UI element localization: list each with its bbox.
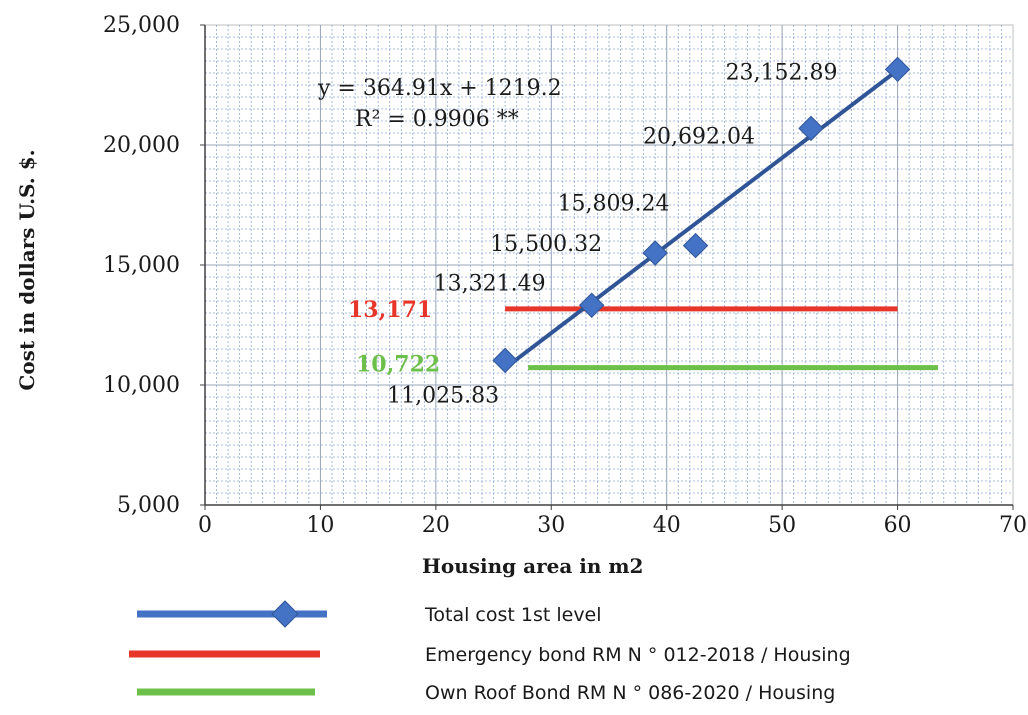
data-labels: 13,171 10,722 11,025.83 13,321.49 15,500.32 1… [348,60,838,408]
data-label: 15,500.32 [490,232,602,257]
trend-equation: y = 364.91x + 1219.2 [317,76,562,101]
x-tick-label: 50 [768,513,796,538]
x-tick-label: 30 [537,513,565,538]
data-point [642,240,668,266]
grid-lines [204,24,1014,506]
trendline [503,68,899,370]
data-label: 11,025.83 [387,383,499,408]
x-tick-label: 70 [999,513,1027,538]
legend-diamond-marker [271,600,299,628]
reference-line-label: 13,171 [348,297,432,323]
data-label: 20,692.04 [643,124,755,149]
data-point [578,292,605,318]
y-tick-label: 20,000 [103,133,180,158]
data-series [492,56,911,374]
data-label: 13,321.49 [434,271,546,296]
x-tick-label: 40 [653,513,681,538]
y-tick-label: 10,000 [103,373,180,398]
data-label: 15,809.24 [558,192,670,217]
reference-line-label: 10,722 [356,352,440,378]
legend-label: Own Roof Bond RM N ° 086-2020 / Housing [425,682,835,704]
data-point [682,232,709,259]
x-tick-label: 20 [422,513,450,538]
x-axis-title: Housing area in m2 [422,554,643,578]
y-tick-label: 15,000 [103,253,180,278]
x-tick-label: 10 [306,513,334,538]
legend: Total cost 1st level Emergency bond RM N … [129,600,851,704]
y-tick-label: 25,000 [103,13,180,38]
y-axis-title: Cost in dollars U.S. $. [15,149,39,390]
x-tick-label: 60 [884,513,912,538]
legend-label: Total cost 1st level [424,604,602,626]
data-point [884,56,911,83]
data-point [798,115,824,142]
data-point [492,347,518,374]
data-label: 23,152.89 [726,60,838,85]
axes: 0 10 20 30 40 50 60 70 5,000 10,000 15,000 20,000 25… [103,13,1027,538]
y-tick-label: 5,000 [117,493,180,518]
legend-label: Emergency bond RM N ° 012-2018 / Housing [425,644,851,666]
x-tick-label: 0 [198,513,212,538]
reference-lines [505,306,938,371]
r-squared: R² = 0.9906 ** [355,107,519,132]
